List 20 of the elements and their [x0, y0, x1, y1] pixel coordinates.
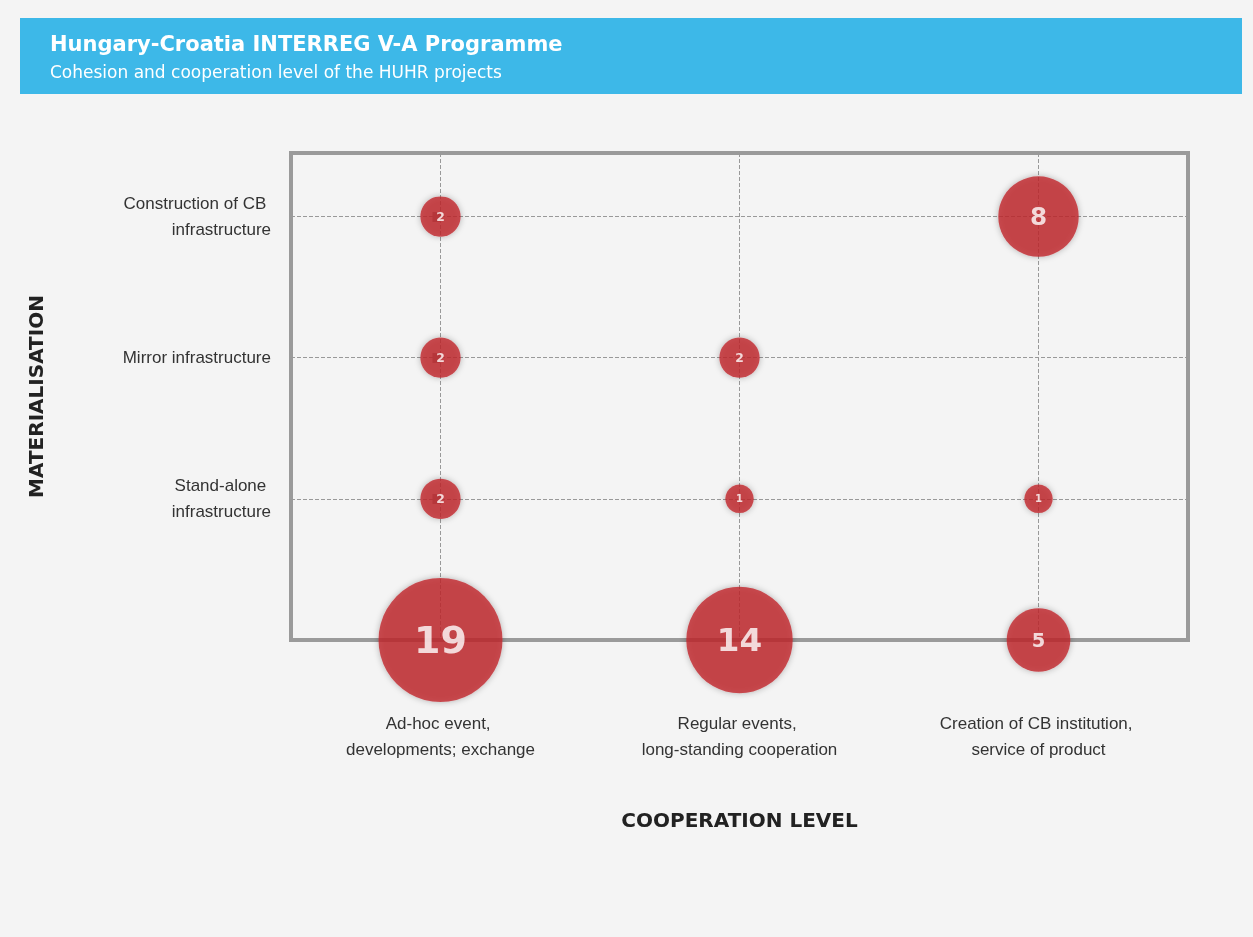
- chart-title: Hungary-Croatia INTERREG V-A Programme: [50, 32, 563, 56]
- x-tick-label: Regular events, long-standing cooperation: [641, 713, 838, 759]
- x-tick-label: Ad-hoc event, developments; exchange: [345, 713, 536, 759]
- data-label: 2: [436, 491, 445, 506]
- y-axis-title: MATERIALISATION: [24, 295, 48, 498]
- data-label: 14: [716, 621, 763, 659]
- y-tick-label: Mirror infrastructure: [122, 348, 271, 368]
- y-tick-label: Construction of CB infrastructure: [123, 194, 271, 240]
- x-axis-title: COOPERATION LEVEL: [621, 808, 858, 832]
- data-label: 19: [414, 618, 467, 662]
- data-label: 2: [436, 350, 445, 365]
- y-tick-label: Stand-alone infrastructure: [171, 476, 271, 522]
- data-label: 1: [1035, 493, 1043, 505]
- data-label: 8: [1029, 202, 1048, 232]
- data-label: 5: [1031, 628, 1046, 652]
- x-tick-label: Creation of CB institution, service of product: [939, 713, 1138, 759]
- data-label: 2: [735, 350, 744, 365]
- data-label: 1: [736, 493, 744, 505]
- data-label: 2: [436, 209, 445, 224]
- chart-subtitle: Cohesion and cooperation level of the HUHR projects: [50, 62, 502, 82]
